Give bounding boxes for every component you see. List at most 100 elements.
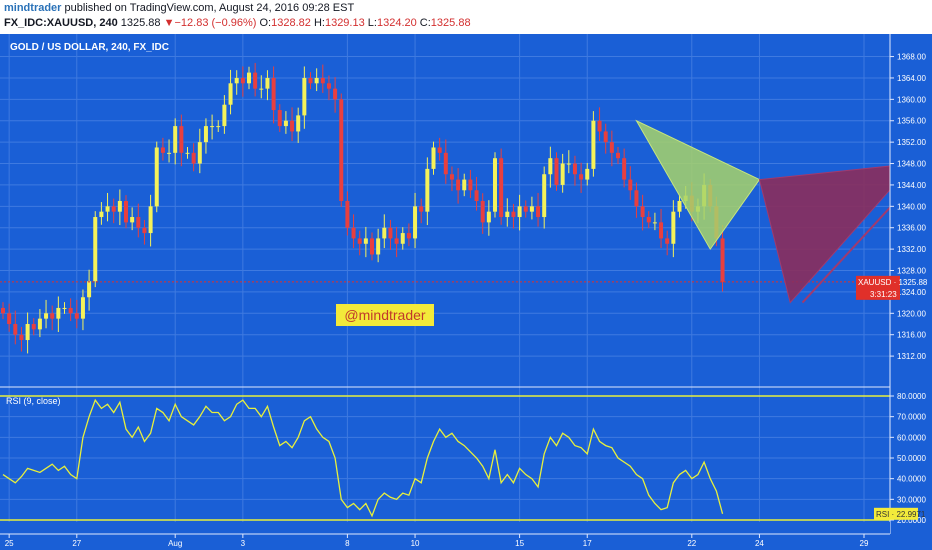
candle [259, 75, 264, 99]
candle-body [160, 147, 165, 153]
candle-body [44, 313, 49, 319]
candle [80, 289, 85, 331]
candle-body [93, 217, 98, 282]
candle [486, 200, 491, 236]
candle [222, 95, 227, 134]
symbol-info: FX_IDC:XAUUSD, 240 1325.88 ▼−12.83 (−0.9… [4, 17, 471, 29]
candle-body [517, 206, 522, 218]
candle-body [486, 211, 491, 223]
rsi-tick-label: 60.0000 [897, 433, 926, 442]
candle-body [566, 163, 571, 165]
candle [493, 152, 497, 218]
candle-body [622, 158, 627, 180]
chart-area[interactable]: 1368.00 1364.00 1360.00 1356.00 1352.00 1348.… [0, 34, 932, 550]
candle [265, 70, 270, 101]
candle [160, 137, 165, 161]
pattern-triangle-maroon[interactable] [758, 162, 915, 304]
candle [357, 230, 362, 256]
candle [179, 114, 184, 167]
rsi-tick-label: 30.0000 [897, 495, 926, 504]
candle-body [659, 222, 664, 239]
last-price: 1325.88 [120, 17, 161, 29]
candle-body [136, 217, 141, 228]
price-tick-label: 1352.00 [897, 138, 926, 147]
candle-body [480, 200, 485, 223]
candle [314, 68, 319, 92]
candle [234, 70, 239, 95]
candle [616, 146, 620, 165]
candle [480, 193, 485, 234]
candle-body [665, 238, 670, 244]
candle-body [13, 324, 18, 335]
candle-body [154, 147, 159, 207]
candle [283, 111, 288, 134]
candle-body [499, 158, 504, 218]
candle [425, 157, 430, 226]
candle-body [271, 77, 276, 111]
candle [511, 203, 516, 229]
price-tick-label: 1368.00 [897, 53, 926, 62]
candle-body [591, 120, 596, 169]
time-axis[interactable]: 25 27 Aug 3 8 10 15 17 22 24 29 [0, 522, 890, 550]
candle [462, 173, 467, 197]
candle [431, 141, 436, 175]
price-change: −12.83 (−0.96%) [174, 17, 257, 29]
candle [456, 168, 461, 204]
pattern-triangle-green[interactable] [635, 119, 761, 251]
candle-body [37, 318, 42, 330]
candle-body [646, 217, 651, 223]
candle [406, 223, 411, 247]
candle [117, 189, 122, 226]
candle [659, 209, 664, 249]
candle-body [259, 88, 264, 90]
candle [382, 214, 387, 249]
candle-body [74, 313, 79, 319]
candle [105, 192, 110, 222]
candle [572, 155, 577, 186]
candle [167, 139, 172, 163]
candle [203, 118, 208, 154]
candle-body [222, 104, 227, 127]
candle-body [560, 163, 565, 185]
candle [271, 66, 276, 124]
rsi-tick-label: 20.0000 [897, 516, 926, 525]
candle [25, 312, 30, 354]
candle [523, 200, 528, 218]
candle-body [173, 126, 178, 153]
candle [468, 169, 473, 199]
open-label: O: [259, 17, 272, 29]
candle-body [493, 158, 497, 212]
candle [437, 137, 442, 161]
candle-body [345, 200, 350, 228]
candle [44, 299, 49, 329]
rsi-tick-label: 40.0000 [897, 475, 926, 484]
price-tick-label: 1324.00 [897, 288, 926, 297]
candle [19, 326, 24, 352]
candle [99, 202, 104, 225]
price-tick-label: 1348.00 [897, 160, 926, 169]
chart-canvas[interactable]: 1368.00 1364.00 1360.00 1356.00 1352.00 1348.… [0, 34, 932, 550]
candle-body [505, 211, 510, 218]
price-axis[interactable]: 1368.00 1364.00 1360.00 1356.00 1352.00 1348.… [889, 34, 932, 550]
candle-body [548, 158, 553, 175]
candle-body [554, 158, 559, 185]
candle-body [370, 238, 374, 255]
candle-body [265, 77, 270, 89]
candle-body [228, 83, 233, 105]
candle [50, 305, 55, 331]
candle [579, 162, 584, 193]
high-value: 1329.13 [324, 17, 365, 29]
price-tick-label: 1344.00 [897, 181, 926, 190]
candle [677, 195, 682, 218]
candle-body [87, 281, 92, 298]
candle [720, 225, 725, 292]
candle-body [511, 211, 516, 218]
candle [566, 150, 571, 174]
author-link[interactable]: mindtrader [4, 2, 62, 14]
candle-body [320, 77, 325, 84]
candle-body [308, 77, 313, 84]
candle-body [185, 152, 190, 154]
price-tick-label: 1336.00 [897, 224, 926, 233]
candle-body [603, 131, 608, 143]
candle [345, 191, 350, 236]
